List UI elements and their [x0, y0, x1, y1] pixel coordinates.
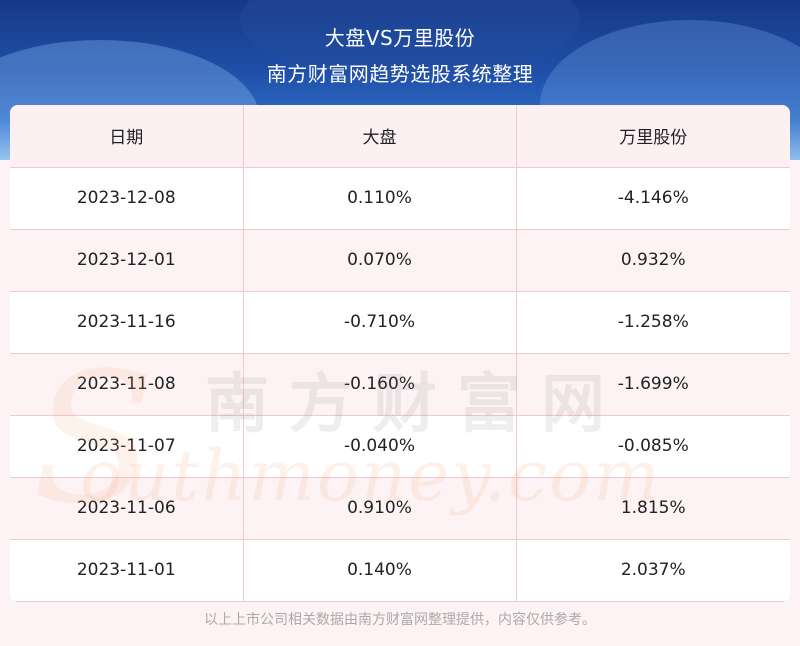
table-row: 2023-11-16 -0.710% -1.258% [10, 291, 790, 354]
cell-stock-change: 2.037% [516, 539, 790, 602]
cell-stock-change: -1.699% [516, 353, 790, 416]
cell-date: 2023-11-01 [10, 539, 244, 602]
table-row: 2023-12-01 0.070% 0.932% [10, 229, 790, 292]
table-row: 2023-11-07 -0.040% -0.085% [10, 415, 790, 478]
cell-date: 2023-11-06 [10, 477, 244, 540]
cell-market-change: 0.110% [243, 167, 517, 230]
page-subtitle: 南方财富网趋势选股系统整理 [266, 62, 534, 86]
cell-market-change: -0.710% [243, 291, 517, 354]
cell-market-change: -0.040% [243, 415, 517, 478]
cell-stock-change: -4.146% [516, 167, 790, 230]
cell-date: 2023-11-16 [10, 291, 244, 354]
table-row: 2023-11-06 0.910% 1.815% [10, 477, 790, 540]
table-row: 2023-12-08 0.110% -4.146% [10, 167, 790, 230]
cell-stock-change: -0.085% [516, 415, 790, 478]
comparison-table: 日期 大盘 万里股份 2023-12-08 0.110% -4.146% 202… [10, 105, 790, 602]
cell-date: 2023-12-08 [10, 167, 244, 230]
column-header-date: 日期 [10, 105, 244, 168]
cell-date: 2023-12-01 [10, 229, 244, 292]
table-row: 2023-11-08 -0.160% -1.699% [10, 353, 790, 416]
table-card: 日期 大盘 万里股份 2023-12-08 0.110% -4.146% 202… [10, 105, 790, 602]
column-header-stock: 万里股份 [516, 105, 790, 168]
cell-market-change: 0.140% [243, 539, 517, 602]
page-title: 大盘VS万里股份 [324, 26, 476, 50]
cell-date: 2023-11-08 [10, 353, 244, 416]
table-header-row: 日期 大盘 万里股份 [10, 105, 790, 168]
cell-date: 2023-11-07 [10, 415, 244, 478]
cell-market-change: 0.910% [243, 477, 517, 540]
cell-market-change: -0.160% [243, 353, 517, 416]
footer-note: 以上上市公司相关数据由南方财富网整理提供，内容仅供参考。 [204, 612, 596, 628]
cell-stock-change: 1.815% [516, 477, 790, 540]
cell-market-change: 0.070% [243, 229, 517, 292]
cell-stock-change: 0.932% [516, 229, 790, 292]
table-row: 2023-11-01 0.140% 2.037% [10, 539, 790, 602]
cell-stock-change: -1.258% [516, 291, 790, 354]
column-header-market: 大盘 [243, 105, 517, 168]
